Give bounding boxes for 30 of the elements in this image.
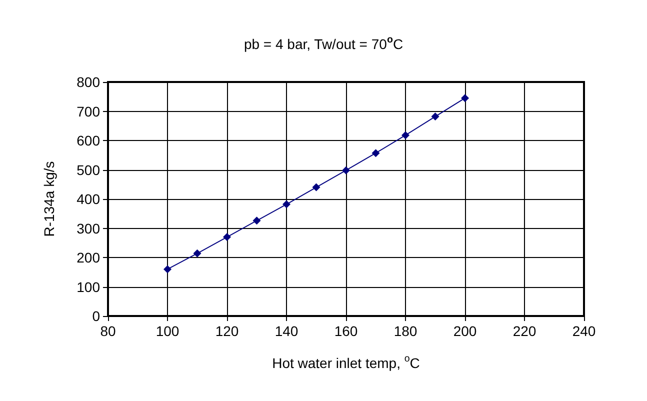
point [282,200,290,208]
y-tick-label: 500 [76,162,100,178]
y-tick-label: 600 [76,132,100,148]
point [193,249,202,258]
x-tick-label: 160 [334,323,358,339]
point [342,166,350,174]
y-axis-title: R-134a kg/s [41,161,57,237]
x-tick-label: 180 [394,323,418,339]
y-tick-label: 200 [76,250,100,266]
y-tick-label: 0 [92,308,100,324]
point [252,216,261,225]
y-tick-label: 800 [76,74,100,90]
y-tick-label: 400 [76,191,100,207]
point [431,112,440,121]
point [461,94,469,102]
x-tick-label: 220 [512,323,536,339]
y-tick-label: 100 [76,278,100,295]
x-tick-label: 100 [156,323,180,339]
point [372,149,380,158]
x-tick-label: 240 [572,323,596,339]
y-tick-label: 700 [76,103,100,120]
point [312,183,320,192]
x-tick-label: 140 [274,323,298,339]
y-tick-label: 300 [76,220,100,236]
x-tick-label: 80 [100,323,116,339]
x-tick-label: 200 [453,323,477,339]
x-tick-label: 120 [215,323,239,339]
point [402,131,410,140]
point [223,233,231,242]
point [164,265,172,274]
